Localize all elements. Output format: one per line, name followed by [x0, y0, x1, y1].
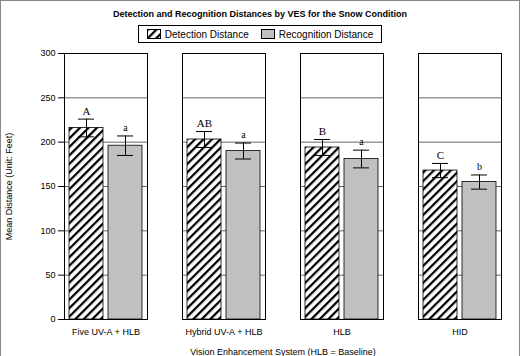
html-text:Recognition Distance: Recognition Distance	[278, 28, 374, 40]
svg-text:a: a	[123, 122, 128, 133]
svg-text:Hybrid UV-A + HLB: Hybrid UV-A + HLB	[186, 327, 263, 337]
svg-text:Mean Distance (Unit: Feet): Mean Distance (Unit: Feet)	[4, 133, 14, 241]
html-text:Detection Distance: Detection Distance	[164, 28, 249, 40]
svg-text:Vision Enhancement System (HLB: Vision Enhancement System (HLB = Baselin…	[190, 347, 376, 356]
svg-text:200: 200	[40, 137, 55, 147]
svg-text:a: a	[241, 129, 246, 140]
svg-text:100: 100	[40, 226, 55, 236]
svg-text:300: 300	[40, 48, 55, 58]
svg-text:AB: AB	[197, 117, 212, 129]
svg-text:Five UV-A + HLB: Five UV-A + HLB	[72, 327, 140, 337]
svg-text:C: C	[437, 149, 444, 161]
html-text:Detection and Recognition Dist: Detection and Recognition Distances by V…	[113, 9, 407, 19]
svg-text:A: A	[83, 105, 91, 117]
svg-text:b: b	[477, 161, 482, 172]
svg-text:150: 150	[40, 181, 55, 191]
svg-text:B: B	[319, 125, 326, 137]
svg-text:HLB: HLB	[333, 327, 351, 337]
svg-text:250: 250	[40, 93, 55, 103]
svg-text:HID: HID	[452, 327, 468, 337]
svg-text:a: a	[359, 136, 364, 147]
svg-text:0: 0	[50, 314, 55, 324]
svg-text:50: 50	[45, 270, 55, 280]
